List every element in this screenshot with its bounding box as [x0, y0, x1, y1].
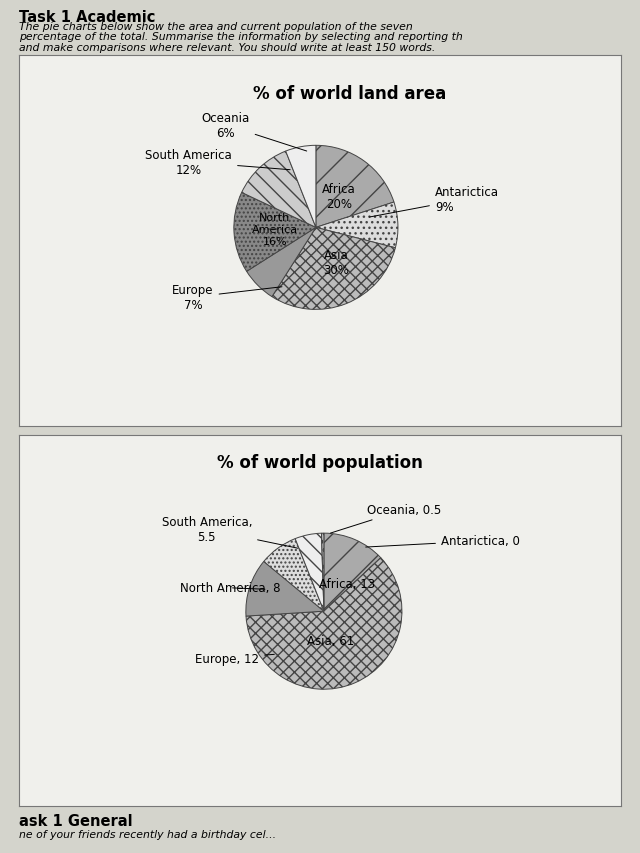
Text: ne of your friends recently had a birthday cel...: ne of your friends recently had a birthd…: [19, 829, 276, 839]
Wedge shape: [316, 203, 398, 248]
Text: South America
12%: South America 12%: [145, 148, 290, 177]
Text: Task 1 Academic: Task 1 Academic: [19, 10, 156, 26]
Text: Asia, 61: Asia, 61: [307, 635, 354, 647]
Wedge shape: [264, 539, 324, 612]
Text: % of world population: % of world population: [217, 454, 423, 472]
Text: Africa, 13: Africa, 13: [319, 577, 376, 590]
Wedge shape: [234, 193, 316, 272]
Text: % of world land area: % of world land area: [253, 85, 447, 103]
Text: North
America
16%: North America 16%: [252, 213, 298, 247]
Wedge shape: [321, 533, 324, 612]
Wedge shape: [295, 534, 324, 612]
Text: Antarictica
9%: Antarictica 9%: [369, 185, 499, 218]
Wedge shape: [246, 228, 316, 298]
Wedge shape: [324, 558, 381, 612]
Text: percentage of the total. Summarise the information by selecting and reporting th: percentage of the total. Summarise the i…: [19, 32, 463, 43]
Text: The pie charts below show the area and current population of the seven: The pie charts below show the area and c…: [19, 22, 413, 32]
Text: North America, 8: North America, 8: [179, 582, 280, 595]
Text: Europe
7%: Europe 7%: [172, 284, 282, 311]
Text: ask 1 General: ask 1 General: [19, 813, 133, 828]
Wedge shape: [246, 558, 402, 689]
Text: Africa
20%: Africa 20%: [322, 183, 356, 211]
Wedge shape: [246, 562, 324, 617]
Wedge shape: [324, 533, 381, 612]
Text: and make comparisons where relevant. You should write at least 150 words.: and make comparisons where relevant. You…: [19, 43, 436, 53]
Wedge shape: [316, 146, 394, 228]
Text: Europe, 12: Europe, 12: [195, 652, 275, 664]
Wedge shape: [285, 146, 316, 228]
Wedge shape: [242, 152, 316, 228]
Text: South America,
5.5: South America, 5.5: [161, 515, 298, 548]
Text: Antarictica, 0: Antarictica, 0: [365, 535, 520, 548]
Text: Oceania, 0.5: Oceania, 0.5: [330, 503, 441, 533]
Text: Asia
30%: Asia 30%: [323, 248, 349, 276]
Wedge shape: [272, 228, 396, 310]
Text: Oceania
6%: Oceania 6%: [202, 112, 307, 152]
